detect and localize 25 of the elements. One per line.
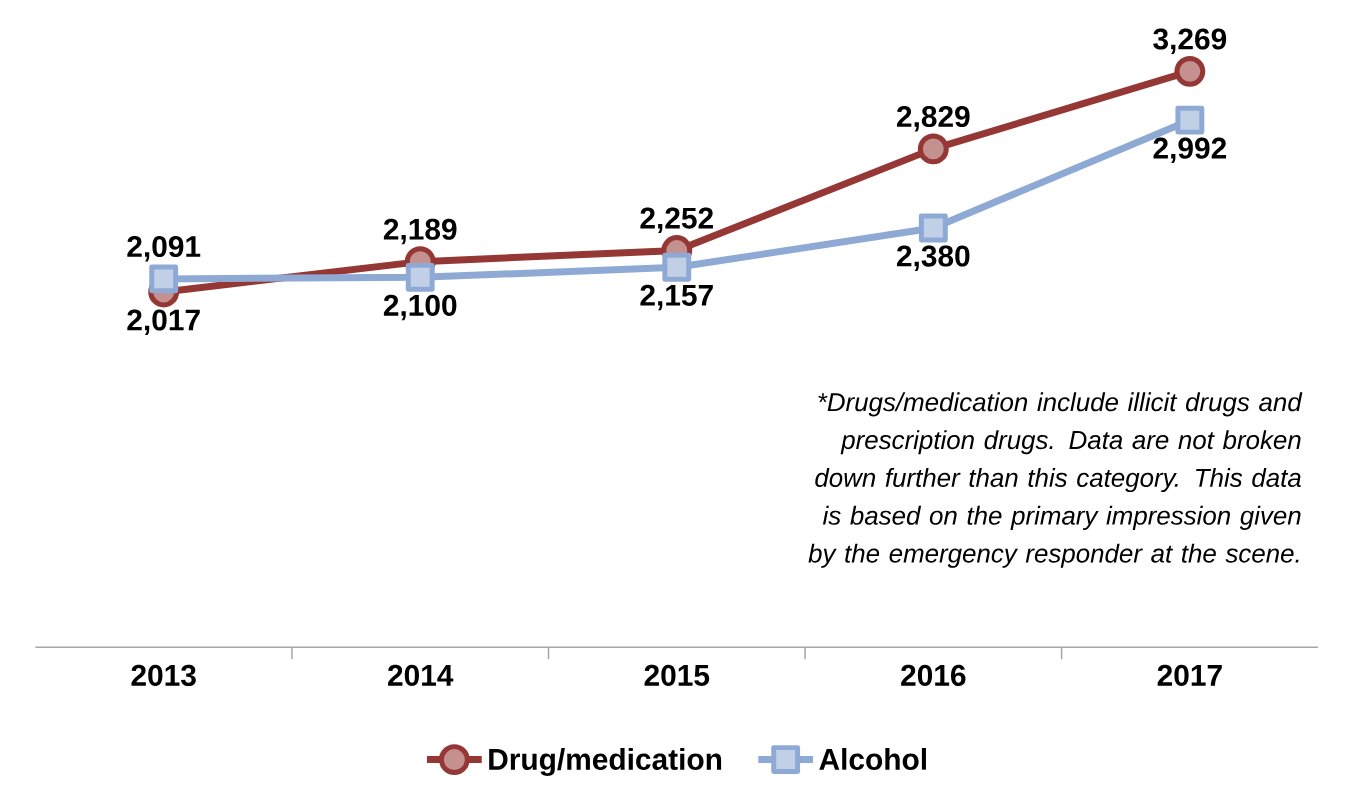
- legend-label: Alcohol: [819, 748, 926, 771]
- data-label: 2,829: [896, 106, 970, 132]
- x-tick-label: 2017: [1157, 664, 1222, 687]
- x-tick-label: 2015: [644, 664, 710, 687]
- data-label: 3,269: [1153, 28, 1227, 55]
- data-label: 2,157: [640, 284, 713, 311]
- point: [662, 252, 692, 282]
- data-label: 2,189: [383, 218, 457, 245]
- data-label: 2,017: [127, 309, 200, 336]
- data-label: 2,380: [896, 245, 970, 272]
- point: [1175, 105, 1205, 135]
- point: [917, 133, 949, 165]
- point: [1174, 56, 1206, 87]
- point: [405, 263, 435, 292]
- data-label: 2,100: [383, 294, 457, 321]
- data-label: 2,091: [127, 236, 201, 262]
- point: [918, 213, 948, 243]
- x-tick-label: 2014: [388, 664, 454, 687]
- point: [149, 264, 179, 294]
- data-label: 2,992: [1153, 137, 1227, 164]
- legend-label: Drug/medication: [489, 748, 722, 777]
- data-label: 2,252: [640, 207, 713, 234]
- text: *Drugs/medication include illicit drugs and prescription drugs. Data are not broken down further than this category. This data is based on the primary impression given by the emergency responder at the scene.: [808, 392, 1303, 568]
- x-tick-label: 2013: [131, 664, 196, 687]
- x-tick-label: 2016: [901, 664, 966, 687]
